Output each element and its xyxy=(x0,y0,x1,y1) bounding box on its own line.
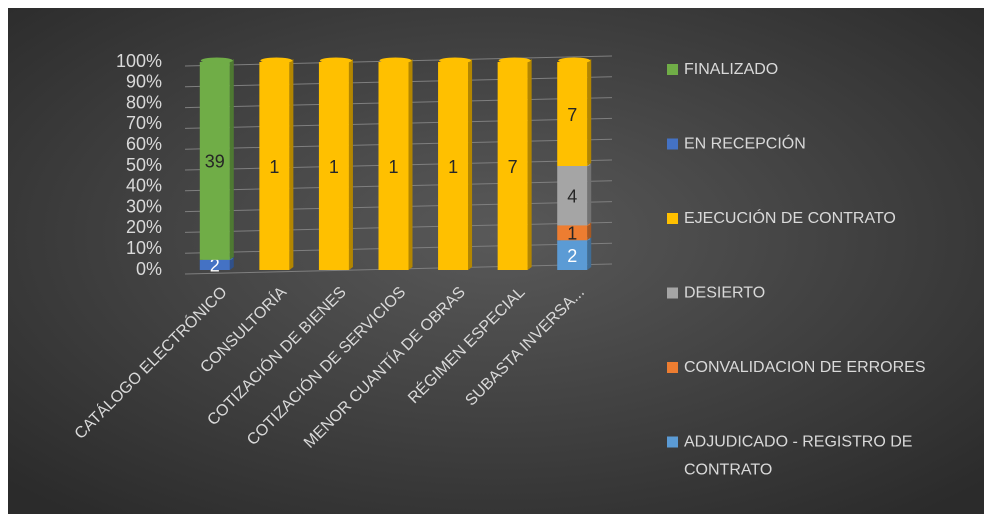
bar xyxy=(199,259,230,270)
bar xyxy=(497,62,528,270)
legend-swatch xyxy=(667,287,678,299)
y-tick-label: 80% xyxy=(126,92,162,112)
bar xyxy=(557,240,588,270)
legend-label: EJECUCIÓN DE CONTRATO xyxy=(684,208,896,227)
chart-background xyxy=(8,8,984,514)
bar-top xyxy=(319,57,352,64)
data-label: 2 xyxy=(210,256,220,276)
bar xyxy=(557,225,588,241)
y-tick-label: 30% xyxy=(126,196,162,216)
bar xyxy=(557,166,588,226)
data-label: 1 xyxy=(567,224,577,244)
bar-side xyxy=(289,59,294,270)
legend-swatch xyxy=(667,436,678,448)
data-label: 4 xyxy=(567,186,577,206)
bar-top xyxy=(558,57,591,64)
bar-side xyxy=(587,237,592,270)
data-label: 1 xyxy=(388,157,398,177)
legend-swatch xyxy=(667,362,678,373)
data-label: 39 xyxy=(205,152,225,172)
y-tick-label: 10% xyxy=(126,238,162,258)
data-label: 1 xyxy=(329,157,339,177)
bar-side xyxy=(348,59,353,270)
bar-side xyxy=(408,59,413,270)
bar-side xyxy=(229,256,234,270)
bar-side xyxy=(587,163,592,226)
y-tick-label: 0% xyxy=(136,259,162,279)
legend-swatch xyxy=(667,64,678,75)
data-label: 2 xyxy=(567,246,577,266)
bar xyxy=(259,62,290,270)
bar-top xyxy=(439,57,472,64)
legend-label: EN RECEPCIÓN xyxy=(684,134,806,153)
bar-side xyxy=(527,59,532,270)
legend-swatch xyxy=(667,213,678,224)
bar-side xyxy=(587,222,592,241)
data-label: 1 xyxy=(448,157,458,177)
legend-swatch xyxy=(667,138,678,150)
y-tick-label: 100% xyxy=(116,51,162,71)
legend-label: ADJUDICADO - REGISTRO DE CONTRATO xyxy=(684,434,917,479)
legend-line: ADJUDICADO - REGISTRO DE xyxy=(684,434,917,451)
y-tick-label: 50% xyxy=(126,155,162,175)
bar-top xyxy=(200,57,233,64)
y-tick-label: 60% xyxy=(126,134,162,154)
bar xyxy=(318,62,349,270)
bar-top xyxy=(379,57,412,64)
legend-label: CONVALIDACION DE ERRORES xyxy=(684,359,926,376)
y-tick-label: 20% xyxy=(126,217,162,237)
bar-side xyxy=(229,59,234,260)
legend-label: DESIERTO xyxy=(684,285,765,302)
legend-line: CONTRATO xyxy=(684,462,772,479)
bar xyxy=(438,62,469,270)
y-tick-label: 70% xyxy=(126,113,162,133)
data-label: 7 xyxy=(508,157,518,177)
bar xyxy=(378,62,409,270)
bar xyxy=(199,62,230,260)
bar-side xyxy=(587,59,592,166)
y-tick-label: 40% xyxy=(126,176,162,196)
data-label: 7 xyxy=(567,105,577,125)
bar xyxy=(557,62,588,166)
bar-side xyxy=(468,59,473,270)
bar-top xyxy=(260,57,293,64)
legend-label: FINALIZADO xyxy=(684,61,778,78)
bar-top xyxy=(498,57,531,64)
data-label: 1 xyxy=(269,157,279,177)
y-tick-label: 90% xyxy=(126,72,162,92)
